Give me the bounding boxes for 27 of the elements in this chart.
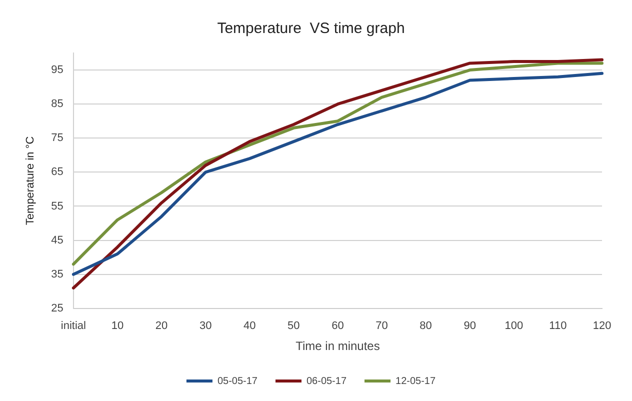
- y-tick-label: 25: [51, 302, 64, 314]
- x-tick-label: 40: [244, 320, 256, 332]
- y-tick-label: 95: [51, 64, 64, 76]
- legend-label: 06-05-17: [306, 376, 347, 387]
- x-tick-label: 120: [592, 320, 612, 332]
- x-tick-label: initial: [60, 320, 86, 332]
- x-tick-label: 100: [504, 320, 524, 332]
- y-tick-label: 85: [51, 98, 64, 110]
- legend-label: 05-05-17: [217, 376, 258, 387]
- x-tick-label: 60: [332, 320, 344, 332]
- y-tick-label: 75: [51, 132, 64, 144]
- x-tick-label: 10: [111, 320, 124, 332]
- x-tick-label: 30: [199, 320, 212, 332]
- x-tick-label: 80: [420, 320, 432, 332]
- chart-title: Temperature VS time graph: [217, 20, 405, 38]
- x-tick-label: 20: [155, 320, 168, 332]
- legend-label: 12-05-17: [396, 376, 436, 387]
- x-tick-label: 50: [288, 320, 300, 332]
- y-axis-title: Temperature in °C: [24, 136, 37, 226]
- y-tick-label: 35: [51, 268, 64, 280]
- x-axis-title: Time in minutes: [296, 339, 380, 354]
- x-tick-label: 70: [376, 320, 388, 332]
- x-tick-label: 110: [549, 320, 567, 332]
- y-tick-label: 65: [51, 166, 64, 178]
- x-tick-label: 90: [464, 320, 476, 332]
- y-tick-label: 45: [51, 234, 64, 246]
- y-tick-label: 55: [51, 200, 64, 212]
